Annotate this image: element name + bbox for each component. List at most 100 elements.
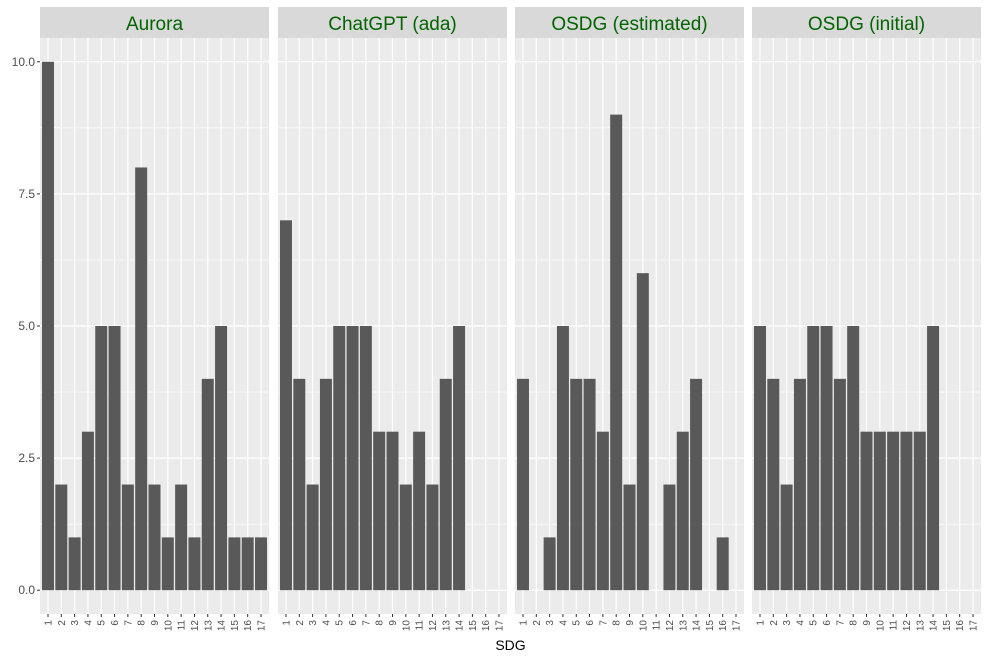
- facet-title: OSDG (initial): [808, 14, 925, 35]
- x-tick-label: 2: [295, 620, 306, 626]
- bar: [306, 484, 319, 591]
- x-tick-label: 5: [572, 620, 583, 626]
- x-tick-label: 17: [257, 620, 268, 632]
- y-tick-label: 7.5: [18, 187, 35, 201]
- facet-panel: OSDG (estimated)1 2 3 4 5 6 7 8 9 10 11 12 13 14 15 16 1…: [515, 7, 744, 631]
- x-tick-label: 8: [612, 620, 623, 626]
- x-tick-label: 8: [137, 620, 148, 626]
- x-tick-label: 6: [585, 620, 596, 626]
- x-axis-title: SDG: [495, 637, 525, 653]
- bar: [373, 431, 386, 591]
- bar: [753, 326, 766, 591]
- bar: [807, 326, 820, 591]
- y-tick-label: 2.5: [18, 451, 35, 465]
- x-tick-label: 5: [97, 620, 108, 626]
- x-tick-label: 5: [335, 620, 346, 626]
- bar: [887, 431, 900, 591]
- bar: [570, 378, 583, 591]
- x-tick-label: 3: [782, 620, 793, 626]
- bar: [346, 326, 359, 591]
- facet-panel: OSDG (initial)1 2 3 4 5 6 7 8 9 10 11 12 13 14 15 16 17: [752, 7, 981, 631]
- x-tick-label: 11: [652, 620, 663, 631]
- x-tick-label: 10: [875, 620, 886, 632]
- facet-strip: [752, 7, 981, 38]
- x-tick-label: 13: [441, 620, 452, 632]
- x-tick-label: 4: [795, 620, 806, 626]
- bar: [860, 431, 873, 591]
- x-tick-label: 1: [755, 620, 766, 626]
- x-tick-label: 4: [558, 620, 569, 626]
- x-tick-label: 11: [177, 620, 188, 631]
- x-tick-label: 2: [532, 620, 543, 626]
- facet-strip: [40, 7, 269, 38]
- x-tick-label: 12: [665, 620, 676, 632]
- x-tick-label: 5: [809, 620, 820, 626]
- x-tick-label: 6: [110, 620, 121, 626]
- x-tick-label: 14: [217, 620, 228, 632]
- x-tick-label: 15: [705, 620, 716, 632]
- bar: [121, 484, 134, 591]
- x-tick-label: 11: [889, 620, 900, 631]
- x-tick-label: 14: [692, 620, 703, 632]
- x-tick-label: 15: [942, 620, 953, 632]
- bar: [228, 537, 241, 591]
- bar: [439, 378, 452, 591]
- bar: [333, 326, 346, 591]
- bar: [188, 537, 201, 591]
- facet-title: ChatGPT (ada): [328, 14, 456, 35]
- facet-panel: ChatGPT (ada)1 2 3 4 5 6 7 8 9 10 11 12 13 14 15 16 17: [278, 7, 507, 631]
- facet-strip: [515, 7, 744, 38]
- bar: [583, 378, 596, 591]
- bar: [68, 537, 81, 591]
- bar: [175, 484, 188, 591]
- x-tick-label: 3: [308, 620, 319, 626]
- x-tick-label: 2: [769, 620, 780, 626]
- x-tick-label: 11: [415, 620, 426, 631]
- x-tick-label: 7: [361, 620, 372, 626]
- x-tick-label: 14: [929, 620, 940, 632]
- bar: [359, 326, 372, 591]
- bar: [399, 484, 412, 591]
- bar: [610, 114, 623, 591]
- x-tick-label: 3: [70, 620, 81, 626]
- bar: [900, 431, 913, 591]
- x-tick-label: 13: [203, 620, 214, 632]
- bar: [453, 326, 466, 591]
- y-tick-label: 0.0: [18, 583, 35, 597]
- bar: [426, 484, 439, 591]
- bar: [767, 378, 780, 591]
- facet-title: Aurora: [126, 14, 183, 35]
- bar: [676, 431, 689, 591]
- bar: [556, 326, 569, 591]
- bar: [623, 484, 636, 591]
- bar: [793, 378, 806, 591]
- bar: [663, 484, 676, 591]
- bar: [215, 326, 228, 591]
- x-tick-label: 10: [163, 620, 174, 632]
- x-tick-label: 6: [822, 620, 833, 626]
- y-tick-label: 10.0: [12, 55, 36, 69]
- x-tick-label: 2: [57, 620, 68, 626]
- x-tick-label: 16: [718, 620, 729, 632]
- bar: [413, 431, 426, 591]
- x-tick-label: 16: [955, 620, 966, 632]
- x-tick-label: 12: [190, 620, 201, 632]
- bar: [135, 167, 148, 591]
- x-tick-label: 13: [915, 620, 926, 632]
- bar: [516, 378, 529, 591]
- x-tick-label: 14: [455, 620, 466, 632]
- x-tick-label: 7: [598, 620, 609, 626]
- x-tick-label: 12: [902, 620, 913, 632]
- bar: [847, 326, 860, 591]
- bar: [913, 431, 926, 591]
- x-tick-label: 6: [348, 620, 359, 626]
- bar: [873, 431, 886, 591]
- x-tick-label: 15: [468, 620, 479, 632]
- x-tick-label: 1: [43, 620, 54, 626]
- bar: [255, 537, 268, 591]
- bar: [108, 326, 121, 591]
- x-tick-label: 7: [835, 620, 846, 626]
- bar: [780, 484, 793, 591]
